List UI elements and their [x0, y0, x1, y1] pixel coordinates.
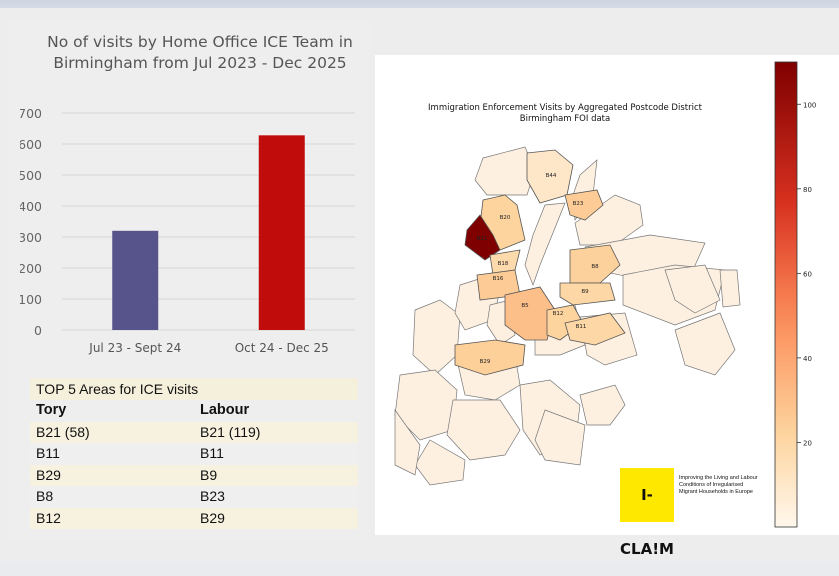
- table-row: B8 B23: [30, 486, 358, 508]
- x-tick-label: Jul 23 - Sept 24: [88, 341, 181, 355]
- top-areas-table: TOP 5 Areas for ICE visits Tory Labour B…: [30, 378, 358, 529]
- colorbar-tick-label: 80: [803, 186, 812, 194]
- district-label: B8: [591, 264, 599, 270]
- map-card: B44 B23 B20 B21 B18 B16 B8 B9 B5 B12 B11 B29 20 40 60 8…: [375, 55, 839, 558]
- table-row: B29 B9: [30, 464, 358, 486]
- map-district-b23: [564, 189, 604, 221]
- map-title-line: Immigration Enforcement Visits by Aggreg…: [428, 103, 702, 113]
- y-tick-label: 700: [20, 106, 42, 121]
- map-district-b21: [464, 214, 501, 261]
- table-cell: B29: [200, 509, 225, 526]
- map-subtitle-line: Birmingham FOI data: [519, 114, 611, 124]
- colorbar: [774, 61, 798, 528]
- table-row: B21 (58) B21 (119): [30, 421, 358, 443]
- bar: [258, 135, 305, 330]
- table-cell: B23: [200, 488, 225, 504]
- colorbar-tick-label: 100: [803, 101, 816, 109]
- map-district-b11: [564, 312, 626, 346]
- map-district: [574, 194, 644, 246]
- district-label: B29: [480, 359, 491, 365]
- district-label: B23: [573, 201, 584, 207]
- district-label: B21: [477, 236, 488, 242]
- district-label: B16: [493, 276, 504, 282]
- map-district: [534, 409, 586, 466]
- map-district-b29: [454, 339, 526, 376]
- table-caption: TOP 5 Areas for ICE visits: [30, 378, 358, 400]
- table-cell: B8: [36, 488, 54, 504]
- table-cell: B11: [36, 445, 60, 461]
- table-row: B11 B11: [30, 443, 358, 465]
- colorbar-tick-label: 60: [803, 270, 812, 278]
- y-tick-label: 300: [20, 230, 42, 245]
- district-label: B11: [576, 324, 587, 330]
- map-district: [664, 264, 721, 314]
- header-tory: Tory: [36, 402, 67, 418]
- district-label: B12: [553, 311, 564, 317]
- table-cell: B29: [36, 466, 61, 483]
- map-district: [674, 312, 736, 376]
- y-tick-label: 500: [20, 168, 42, 183]
- header-labour: Labour: [200, 402, 250, 418]
- district-label: B18: [498, 261, 509, 267]
- map-district-b5: [504, 286, 556, 341]
- colorbar-tick-label: 20: [803, 439, 812, 447]
- map-title: Immigration Enforcement Visits by Aggreg…: [395, 103, 735, 125]
- y-tick-label: 200: [20, 261, 42, 276]
- y-tick-label: 100: [20, 292, 42, 307]
- district-label: B5: [521, 303, 529, 309]
- table-row: B12 B29: [30, 507, 358, 529]
- table-cell: B21 (119): [200, 423, 261, 440]
- iclaim-tagline: Improving the Living and Labour Conditio…: [679, 475, 758, 495]
- map-district: [719, 269, 741, 308]
- y-tick-label: 0: [34, 323, 42, 338]
- table-cell: B12: [36, 509, 61, 526]
- map-district: [579, 384, 626, 426]
- map-district: [524, 202, 566, 286]
- table-cell: B11: [200, 445, 224, 461]
- bar-chart: 0 100 200 300 400 500 600 700 Jul 23 - Sept 24 Oc…: [20, 106, 355, 355]
- district-label: B9: [581, 289, 589, 295]
- y-tick-label: 600: [20, 137, 42, 152]
- y-tick-label: 400: [20, 199, 42, 214]
- postcode-heatmap: B44 B23 B20 B21 B18 B16 B8 B9 B5 B12 B11 B29 20 40 60 8…: [394, 61, 816, 528]
- map-district: [446, 399, 521, 461]
- map-district: [394, 408, 421, 476]
- x-tick-label: Oct 24 - Dec 25: [235, 341, 329, 355]
- table-cell: B9: [200, 466, 218, 483]
- district-label: B44: [546, 173, 557, 179]
- table-cell: B21 (58): [36, 423, 90, 440]
- bar: [112, 230, 159, 330]
- map-district-b9: [559, 282, 616, 306]
- colorbar-tick-label: 40: [803, 355, 812, 363]
- map-district-b8: [569, 244, 621, 284]
- district-label: B20: [500, 215, 511, 221]
- table-header-row: Tory Labour: [30, 400, 358, 422]
- map-district: [412, 299, 461, 376]
- bar-chart-title: No of visits by Home Office ICE Team in …: [47, 33, 353, 72]
- iclaim-logo: I-CLA!M: [620, 468, 674, 558]
- map-district: [474, 146, 536, 196]
